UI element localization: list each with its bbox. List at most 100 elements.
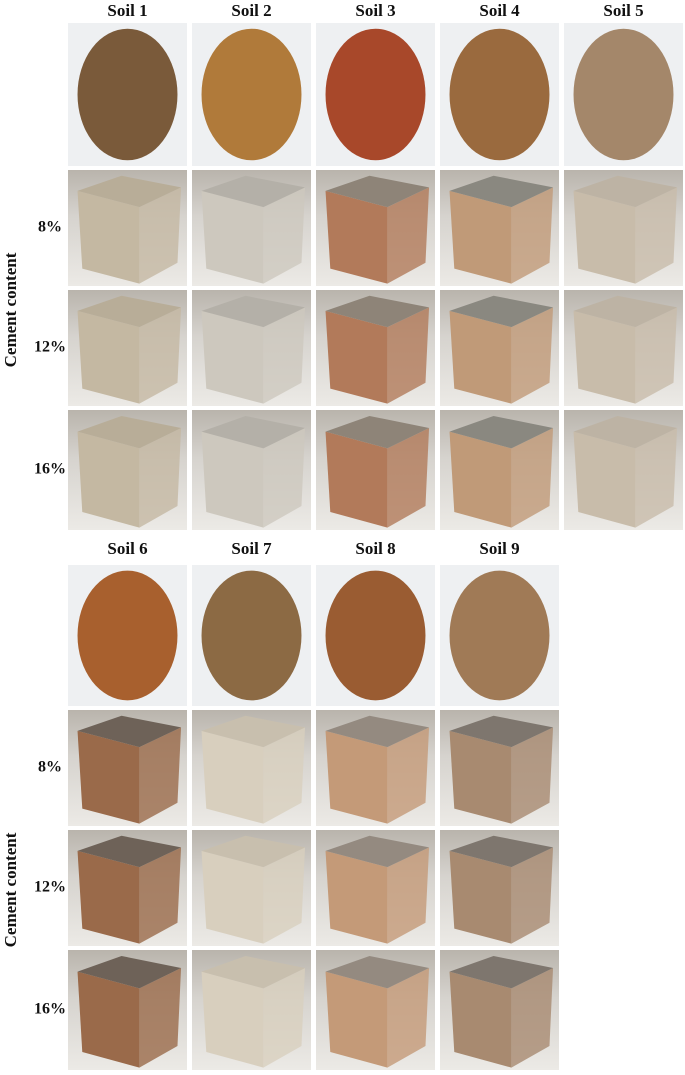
- axis-label: Cement content: [1, 832, 20, 947]
- cube-top: [201, 835, 306, 868]
- cube-top: [77, 175, 182, 208]
- cube-left: [201, 190, 264, 284]
- cube-left: [201, 431, 264, 528]
- cube-right: [511, 428, 554, 528]
- cube-top: [325, 835, 430, 868]
- soil-pile: [77, 570, 178, 701]
- cube-top: [201, 715, 306, 748]
- soil-label: Soil 7: [231, 539, 272, 558]
- cube-right: [635, 428, 678, 528]
- cube-top: [449, 416, 554, 449]
- cube-right: [139, 428, 182, 528]
- cement-row-label: 12%: [34, 879, 66, 896]
- cube-top: [77, 295, 182, 328]
- cube-left: [325, 310, 388, 404]
- cube-left: [325, 190, 388, 284]
- cube-right: [511, 187, 554, 284]
- cube-top: [77, 835, 182, 868]
- cube-top: [449, 175, 554, 208]
- cube-left: [201, 310, 264, 404]
- cube-top: [325, 715, 430, 748]
- soil-pile: [325, 570, 426, 701]
- cube-right: [139, 187, 182, 284]
- cube-left: [573, 310, 636, 404]
- cement-row-label: 12%: [34, 339, 66, 356]
- axis-label: Cement content: [1, 252, 20, 367]
- soil-pile: [325, 28, 426, 161]
- soil-pile: [201, 28, 302, 161]
- cube-left: [325, 730, 388, 824]
- cube-top: [573, 175, 678, 208]
- cube-right: [139, 307, 182, 404]
- cube-left: [201, 971, 264, 1068]
- cube-left: [325, 971, 388, 1068]
- cube-left: [449, 431, 512, 528]
- cube-top: [77, 956, 182, 989]
- cube-right: [263, 307, 306, 404]
- cube-right: [263, 727, 306, 824]
- cube-right: [511, 847, 554, 944]
- cube-right: [511, 727, 554, 824]
- soil-label: Soil 6: [107, 539, 147, 558]
- cube-right: [263, 968, 306, 1068]
- cube-top: [449, 835, 554, 868]
- cube-left: [77, 190, 140, 284]
- soil-label: Soil 4: [479, 1, 520, 20]
- cement-row-label: 16%: [34, 461, 66, 478]
- cube-right: [139, 727, 182, 824]
- cube-top: [449, 295, 554, 328]
- cement-row-label: 8%: [38, 219, 62, 236]
- cube-left: [77, 431, 140, 528]
- cube-left: [573, 190, 636, 284]
- cube-left: [449, 310, 512, 404]
- cube-left: [449, 730, 512, 824]
- cube-right: [387, 727, 430, 824]
- cube-top: [325, 295, 430, 328]
- soil-pile: [77, 28, 178, 161]
- soil-label: Soil 9: [479, 539, 519, 558]
- cube-left: [449, 971, 512, 1068]
- cube-right: [139, 847, 182, 944]
- cube-left: [573, 431, 636, 528]
- cube-left: [77, 730, 140, 824]
- cube-left: [77, 971, 140, 1068]
- soil-pile: [449, 28, 550, 161]
- cube-top: [77, 416, 182, 449]
- cement-row-label: 8%: [38, 759, 62, 776]
- cube-top: [573, 295, 678, 328]
- cube-right: [263, 187, 306, 284]
- cube-right: [387, 307, 430, 404]
- cube-left: [201, 730, 264, 824]
- cube-right: [635, 307, 678, 404]
- soil-pile: [201, 570, 302, 701]
- cube-top: [325, 956, 430, 989]
- cube-left: [325, 850, 388, 944]
- cube-right: [511, 968, 554, 1068]
- cement-row-label: 16%: [34, 1001, 66, 1018]
- soil-label: Soil 1: [107, 1, 147, 20]
- cube-right: [635, 187, 678, 284]
- cube-left: [449, 190, 512, 284]
- cube-right: [387, 847, 430, 944]
- cube-top: [449, 956, 554, 989]
- cube-top: [201, 956, 306, 989]
- cube-right: [387, 428, 430, 528]
- cube-top: [201, 295, 306, 328]
- soil-pile: [449, 570, 550, 701]
- cube-left: [325, 431, 388, 528]
- cube-left: [77, 310, 140, 404]
- cube-right: [139, 968, 182, 1068]
- cube-right: [387, 187, 430, 284]
- cube-top: [449, 715, 554, 748]
- cube-left: [77, 850, 140, 944]
- cube-top: [201, 175, 306, 208]
- cube-left: [449, 850, 512, 944]
- cube-top: [325, 416, 430, 449]
- soil-label: Soil 2: [231, 1, 271, 20]
- cube-top: [573, 416, 678, 449]
- soil-label: Soil 5: [603, 1, 643, 20]
- cube-right: [387, 968, 430, 1068]
- cube-left: [201, 850, 264, 944]
